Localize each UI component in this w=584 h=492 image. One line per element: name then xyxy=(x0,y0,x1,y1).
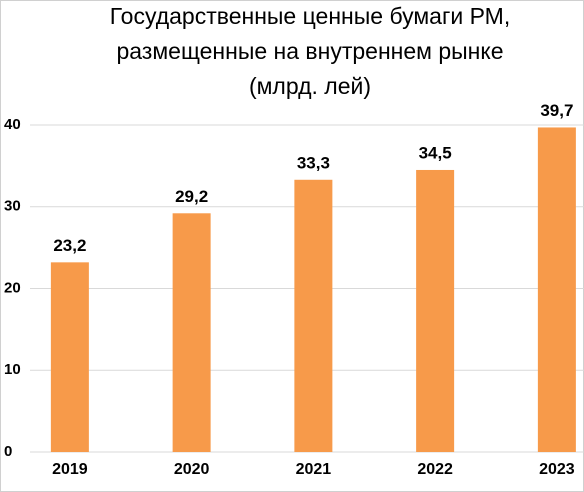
value-label: 23,2 xyxy=(53,236,86,255)
y-tick-label: 40 xyxy=(4,116,21,133)
bar xyxy=(416,169,455,452)
x-tick-label: 2022 xyxy=(417,461,453,478)
y-tick-label: 20 xyxy=(4,279,21,296)
chart-title: Государственные ценные бумаги РМ, xyxy=(110,3,510,29)
x-tick-label: 2023 xyxy=(539,461,575,478)
x-tick-label: 2019 xyxy=(52,461,88,478)
chart-title: (млрд. лей) xyxy=(249,73,371,99)
value-label: 39,7 xyxy=(540,101,573,120)
y-tick-label: 30 xyxy=(4,198,21,215)
x-tick-label: 2020 xyxy=(174,461,210,478)
x-tick-label: 2021 xyxy=(296,461,332,478)
value-label: 33,3 xyxy=(297,153,330,172)
value-label: 29,2 xyxy=(175,187,208,206)
bar xyxy=(537,127,576,452)
y-tick-label: 10 xyxy=(4,361,21,378)
bar xyxy=(294,179,333,452)
chart-title: размещенные на внутреннем рынке xyxy=(116,38,503,64)
bar xyxy=(50,262,89,452)
value-label: 34,5 xyxy=(419,143,452,162)
y-tick-label: 0 xyxy=(4,443,12,460)
bar xyxy=(172,213,211,452)
